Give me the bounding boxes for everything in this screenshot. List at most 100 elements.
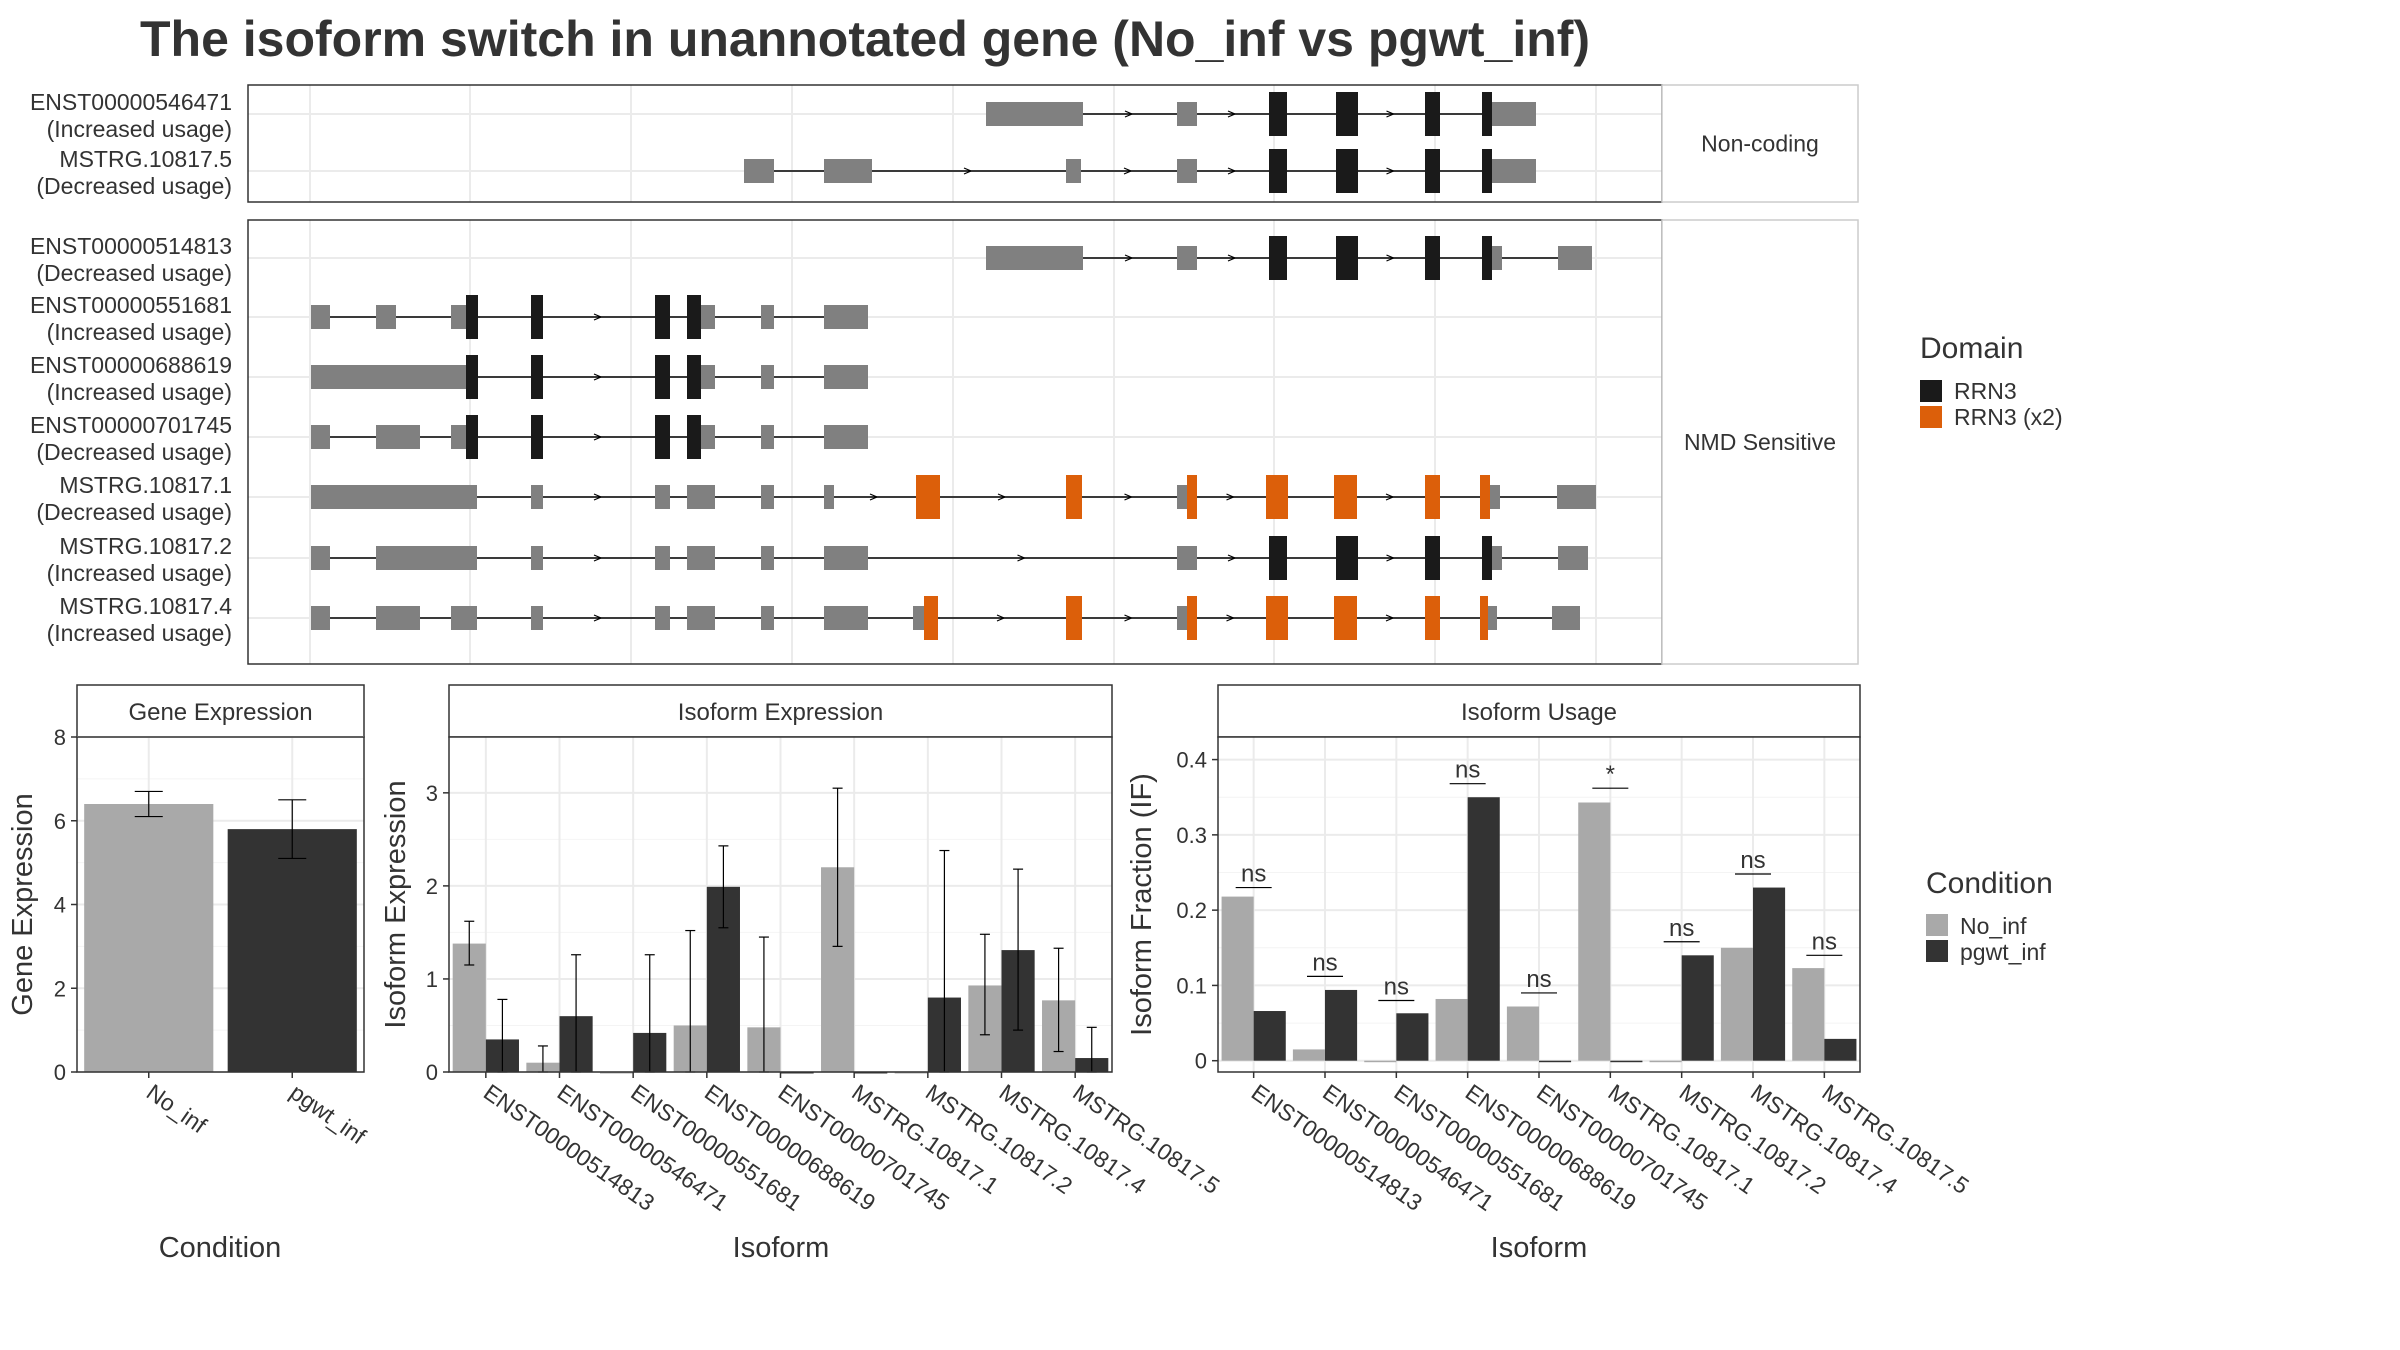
domain-rrn3-x2-exon bbox=[1425, 596, 1440, 640]
transcript-label: MSTRG.10817.1 bbox=[59, 472, 232, 498]
transcript-usage-label: (Increased usage) bbox=[47, 379, 232, 405]
transcript-mstrg-10817-5 bbox=[744, 149, 1536, 193]
exon bbox=[311, 485, 477, 509]
exon bbox=[531, 485, 543, 509]
y-tick-label: 2 bbox=[54, 976, 66, 1001]
intron-arrow bbox=[1123, 167, 1133, 175]
bar-no-inf-mstrg-10817-4 bbox=[1720, 947, 1753, 1061]
y-tick-label: 8 bbox=[54, 725, 66, 750]
exon bbox=[824, 365, 868, 389]
intron-arrow bbox=[593, 373, 603, 381]
exon bbox=[531, 606, 543, 630]
domain-rrn3-exon bbox=[1425, 236, 1440, 280]
domain-rrn3-x2-exon bbox=[1266, 475, 1288, 519]
chart-title: Gene Expression bbox=[128, 699, 312, 726]
transcript-usage-label: (Increased usage) bbox=[47, 319, 232, 345]
exon bbox=[376, 425, 420, 449]
intron-arrow bbox=[1227, 554, 1237, 562]
exon bbox=[1492, 102, 1536, 126]
domain-rrn3-x2-exon bbox=[1334, 596, 1357, 640]
y-tick-label: 6 bbox=[54, 809, 66, 834]
legend-label-pgwt-inf: pgwt_inf bbox=[1960, 939, 2046, 965]
legend-swatch-rrn3 bbox=[1920, 380, 1942, 402]
exon bbox=[1490, 485, 1500, 509]
structure-group-non-coding: Non-coding bbox=[247, 84, 1859, 203]
exon bbox=[311, 365, 466, 389]
domain-rrn3-x2-exon bbox=[1425, 475, 1440, 519]
exon bbox=[451, 606, 477, 630]
x-tick-label: No_inf bbox=[142, 1079, 212, 1139]
intron-arrow bbox=[1385, 493, 1395, 501]
domain-rrn3-exon bbox=[1425, 536, 1440, 580]
bar-no-inf bbox=[84, 804, 214, 1072]
transcript-mstrg-10817-2 bbox=[311, 536, 1588, 580]
exon bbox=[655, 485, 670, 509]
exon bbox=[1177, 246, 1197, 270]
significance-label: ns bbox=[1812, 928, 1837, 955]
domain-rrn3-x2-exon bbox=[924, 596, 938, 640]
structure-panel-background bbox=[248, 220, 1662, 664]
structure-strip bbox=[1661, 219, 1859, 665]
exon bbox=[761, 305, 774, 329]
x-axis-title: Isoform bbox=[1491, 1232, 1588, 1264]
structure-strip-label: NMD Sensitive bbox=[1684, 429, 1836, 455]
bar-pgwt-inf-mstrg-10817-5 bbox=[1824, 1038, 1857, 1061]
domain-rrn3-exon bbox=[1425, 149, 1440, 193]
intron-arrow bbox=[996, 614, 1006, 622]
significance-label: ns bbox=[1384, 973, 1409, 1000]
condition-legend-title: Condition bbox=[1926, 867, 2053, 900]
exon bbox=[451, 305, 466, 329]
y-tick-label: 0 bbox=[426, 1060, 438, 1085]
domain-rrn3-exon bbox=[1482, 536, 1492, 580]
bar-no-inf-enst00000546471 bbox=[1292, 1049, 1325, 1061]
exon bbox=[311, 305, 330, 329]
y-tick-label: 0 bbox=[54, 1060, 66, 1085]
exon bbox=[824, 606, 868, 630]
bar-no-inf-mstrg-10817-2 bbox=[1649, 1060, 1682, 1063]
transcript-usage-label: (Increased usage) bbox=[47, 116, 232, 142]
transcript-enst00000551681 bbox=[311, 295, 868, 339]
y-axis-title: Isoform Fraction (IF) bbox=[1126, 773, 1158, 1036]
exon bbox=[761, 606, 774, 630]
exon bbox=[1177, 102, 1197, 126]
domain-rrn3-exon bbox=[531, 295, 543, 339]
exon bbox=[761, 546, 774, 570]
bar-pgwt-inf-enst00000551681 bbox=[1396, 1013, 1429, 1061]
intron-arrow bbox=[1386, 110, 1396, 118]
exon bbox=[1177, 606, 1187, 630]
transcript-enst00000688619 bbox=[311, 355, 868, 399]
legend-label-rrn3: RRN3 bbox=[1954, 378, 2017, 404]
exon bbox=[701, 425, 715, 449]
exon bbox=[311, 606, 330, 630]
exon bbox=[1558, 246, 1592, 270]
exon bbox=[824, 159, 872, 183]
y-tick-label: 0.4 bbox=[1176, 748, 1207, 773]
intron-arrow bbox=[1227, 254, 1237, 262]
exon bbox=[1066, 159, 1081, 183]
transcript-label: ENST00000701745 bbox=[30, 412, 232, 438]
domain-rrn3-x2-exon bbox=[1066, 596, 1082, 640]
domain-rrn3-exon bbox=[1336, 236, 1358, 280]
exon bbox=[701, 365, 715, 389]
condition-legend: Condition No_inf pgwt_inf bbox=[1926, 867, 2053, 965]
legend-label-no-inf: No_inf bbox=[1960, 913, 2027, 939]
exon bbox=[1492, 246, 1502, 270]
intron-arrow bbox=[1227, 167, 1237, 175]
significance-label: ns bbox=[1526, 966, 1551, 993]
domain-rrn3-x2-exon bbox=[1187, 475, 1197, 519]
intron-arrow bbox=[593, 313, 603, 321]
y-tick-label: 2 bbox=[426, 874, 438, 899]
y-tick-label: 0.2 bbox=[1176, 898, 1207, 923]
transcript-enst00000701745 bbox=[311, 415, 868, 459]
exon bbox=[986, 246, 1083, 270]
intron-arrow bbox=[1227, 110, 1237, 118]
y-tick-label: 1 bbox=[426, 967, 438, 992]
exon bbox=[1177, 485, 1187, 509]
exon bbox=[744, 159, 774, 183]
bar-pgwt-inf-enst00000546471 bbox=[1325, 989, 1358, 1061]
exon bbox=[701, 305, 715, 329]
domain-rrn3-exon bbox=[1482, 92, 1492, 136]
bar-pgwt-inf-mstrg-10817-2 bbox=[1681, 955, 1714, 1061]
legend-swatch-rrn3-x2 bbox=[1920, 406, 1942, 428]
exon bbox=[1492, 546, 1502, 570]
